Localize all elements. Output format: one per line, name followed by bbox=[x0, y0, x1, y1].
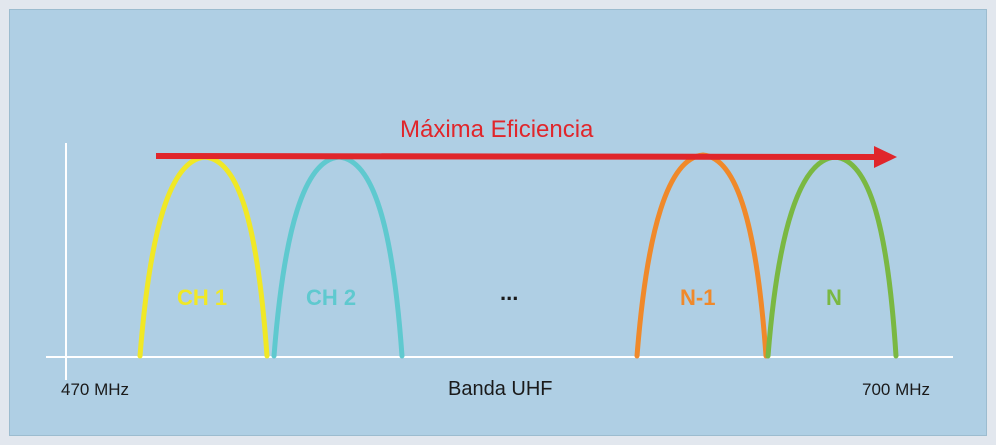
channel-label-n: N bbox=[826, 285, 842, 310]
channel-curve-n bbox=[765, 154, 899, 359]
channel-label-ellipsis: ... bbox=[500, 280, 519, 305]
channel-curve-n-1 bbox=[634, 152, 769, 359]
axis-label-band: Banda UHF bbox=[448, 378, 553, 400]
axis-label-end: 700 MHz bbox=[862, 380, 931, 399]
channel-label-n-1: N-1 bbox=[680, 285, 716, 310]
efficiency-arrow-line bbox=[155, 153, 877, 160]
channel-curve-ch1 bbox=[137, 154, 270, 359]
channel-label-ch1: CH 1 bbox=[177, 285, 228, 310]
diagram-panel bbox=[9, 9, 987, 436]
efficiency-title: Máxima Eficiencia bbox=[400, 116, 594, 143]
channel-curve-ch2 bbox=[271, 154, 405, 359]
efficiency-arrow-head bbox=[874, 146, 897, 168]
axis-label-start: 470 MHz bbox=[61, 380, 130, 399]
channel-label-ch2: CH 2 bbox=[306, 285, 357, 310]
